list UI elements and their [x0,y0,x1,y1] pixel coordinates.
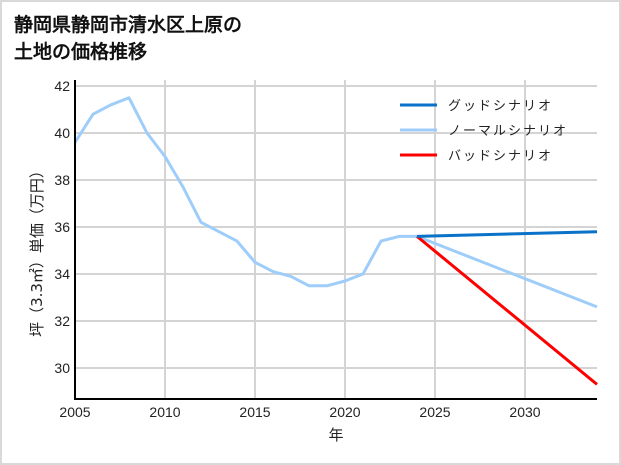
y-tick-label: 34 [54,266,70,282]
x-tick-label: 2030 [509,404,540,420]
y-tick-label: 36 [54,219,70,235]
y-tick-label: 38 [54,172,70,188]
axes [74,80,597,400]
chart-title-line1: 静岡県静岡市清水区上原の [14,14,243,36]
legend-label: グッドシナリオ [448,99,553,114]
x-tick-label: 2025 [419,404,450,420]
chart-title: 静岡県静岡市清水区上原の 土地の価格推移 [14,12,242,66]
x-tick-label: 2020 [329,404,360,420]
series-line [416,230,598,238]
x-tick-label: 2015 [239,404,270,420]
series-line [73,96,598,309]
legend-label: ノーマルシナリオ [448,124,568,139]
legend-label: バッドシナリオ [448,149,553,164]
x-tick-labels: 2005 2010 2015 2020 2025 2030 [59,404,540,420]
y-tick-label: 32 [54,313,70,329]
data-series [73,96,598,386]
series-line [416,235,598,386]
x-tick-label: 2005 [59,404,90,420]
y-tick-label: 40 [54,125,70,141]
y-tick-labels: 30 32 34 36 38 40 42 [54,78,70,376]
y-axis-label: 坪（3.3㎡）単価（万円） [28,163,46,337]
chart-title-line2: 土地の価格推移 [14,41,148,63]
grid-lines [75,80,597,399]
y-tick-label: 42 [54,78,70,94]
x-tick-label: 2010 [149,404,180,420]
x-axis-label: 年 [328,426,343,444]
y-tick-label: 30 [54,360,70,376]
